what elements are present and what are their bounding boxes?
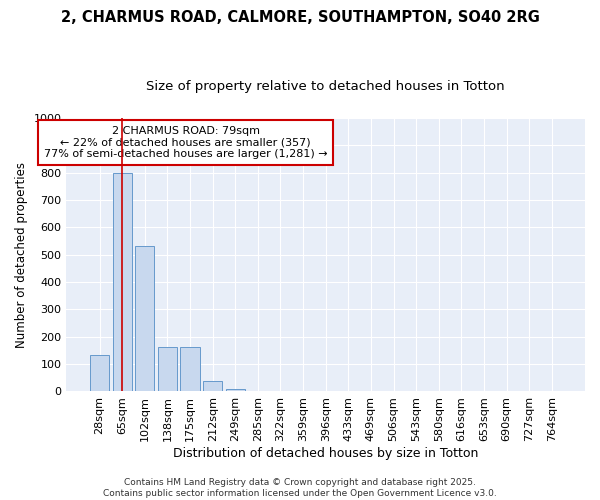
X-axis label: Distribution of detached houses by size in Totton: Distribution of detached houses by size … [173, 447, 478, 460]
Bar [181, 347, 200, 392]
Y-axis label: Number of detached properties: Number of detached properties [15, 162, 28, 348]
Text: 2 CHARMUS ROAD: 79sqm
← 22% of detached houses are smaller (357)
77% of semi-det: 2 CHARMUS ROAD: 79sqm ← 22% of detached … [44, 126, 328, 159]
Bar [226, 388, 245, 392]
Title: Size of property relative to detached houses in Totton: Size of property relative to detached ho… [146, 80, 505, 93]
Bar [158, 347, 177, 392]
Text: 2, CHARMUS ROAD, CALMORE, SOUTHAMPTON, SO40 2RG: 2, CHARMUS ROAD, CALMORE, SOUTHAMPTON, S… [61, 10, 539, 25]
Bar [113, 172, 132, 392]
Bar [203, 382, 222, 392]
Bar [90, 354, 109, 392]
Text: Contains HM Land Registry data © Crown copyright and database right 2025.
Contai: Contains HM Land Registry data © Crown c… [103, 478, 497, 498]
Bar [135, 246, 154, 392]
